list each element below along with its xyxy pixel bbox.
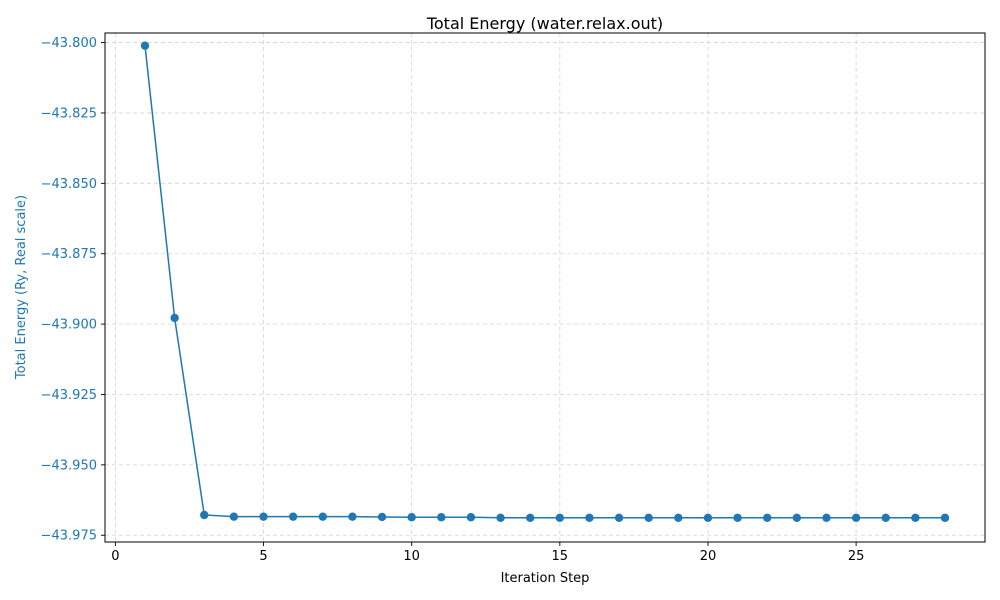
y-tick-label: −43.950 [41, 458, 97, 473]
data-point [407, 513, 416, 522]
data-point [881, 513, 890, 522]
data-point [733, 513, 742, 522]
data-points-layer [140, 41, 950, 522]
data-point [703, 513, 713, 522]
data-point [377, 512, 387, 522]
x-tick-label: 10 [403, 549, 420, 564]
x-tick-label: 5 [259, 549, 267, 564]
data-point [940, 513, 950, 522]
data-point [674, 513, 683, 522]
y-tick-label: −43.975 [41, 529, 97, 544]
data-point [348, 512, 357, 521]
data-point [792, 513, 802, 522]
x-tick-label: 15 [552, 549, 569, 564]
series-line [144, 45, 945, 519]
data-point [496, 513, 505, 522]
x-axis-label: Iteration Step [501, 571, 590, 586]
data-point [140, 41, 150, 50]
y-tick-label: −43.875 [41, 247, 97, 262]
x-axis-ticks: 0 5 10 15 20 25 [111, 542, 864, 564]
data-point [585, 513, 594, 522]
data-point [555, 513, 565, 522]
data-point [763, 513, 772, 522]
data-point [318, 512, 327, 521]
data-point [466, 513, 476, 522]
grid-lines [105, 33, 985, 542]
data-point [822, 513, 831, 522]
data-point [911, 513, 920, 522]
data-point [200, 510, 209, 520]
y-tick-label: −43.825 [41, 106, 97, 121]
y-tick-label: −43.925 [41, 388, 97, 403]
y-tick-label: −43.800 [41, 36, 97, 51]
data-point [259, 512, 268, 521]
x-tick-label: 25 [848, 549, 865, 564]
series-line-layer [144, 45, 945, 519]
x-tick-label: 0 [111, 549, 119, 564]
y-tick-label: −43.850 [41, 177, 97, 192]
data-point [851, 513, 861, 522]
x-tick-label: 20 [700, 549, 717, 564]
data-point [288, 512, 298, 521]
data-point [170, 313, 179, 323]
data-point [644, 513, 653, 522]
data-point [437, 513, 446, 522]
plot-frame [104, 32, 986, 543]
y-axis-ticks: −43.800 −43.825 −43.850 −43.875 −43.900 −43.9… [41, 36, 105, 544]
data-point [614, 513, 624, 522]
data-point [229, 512, 239, 521]
chart-title: Total Energy (water.relax.out) [426, 14, 663, 33]
y-axis-label: Total Energy (Ry, Real scale) [14, 195, 29, 380]
data-point [525, 513, 535, 522]
y-tick-label: −43.900 [41, 318, 97, 333]
